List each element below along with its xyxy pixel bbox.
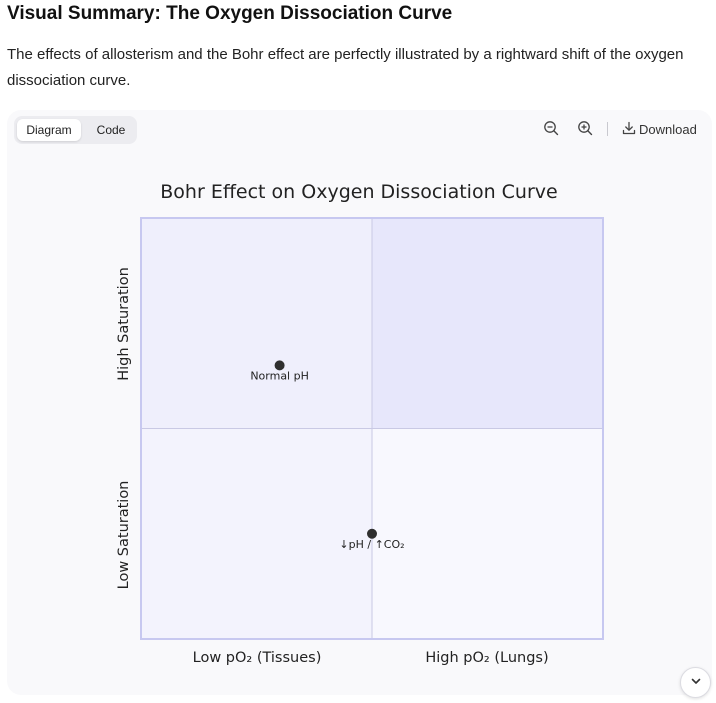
download-icon — [622, 121, 636, 138]
chevron-down-icon — [690, 674, 702, 692]
view-toggle: Diagram Code — [14, 116, 137, 144]
y-axis-low-label: Low Saturation — [116, 481, 132, 590]
quadrant-lower-left — [141, 428, 372, 639]
data-point-label-2: ↓pH / ↑CO₂ — [339, 538, 404, 551]
intro-paragraph: The effects of allosterism and the Bohr … — [7, 46, 684, 89]
diagram-card: Diagram Code Download Bohr Effect on Ox — [7, 110, 712, 695]
page-heading: Visual Summary: The Oxygen Dissociation … — [7, 3, 453, 24]
x-axis-low-label: Low pO₂ (Tissues) — [193, 650, 322, 666]
zoom-out-icon[interactable] — [543, 120, 559, 141]
x-axis-high-label: High pO₂ (Lungs) — [425, 650, 548, 666]
quadrant-upper-right — [372, 218, 603, 429]
quadrant-lower-right — [372, 428, 603, 639]
download-label: Download — [639, 121, 697, 137]
data-point-label-1: Normal pH — [250, 369, 309, 382]
plot-border — [140, 217, 604, 640]
chart-title: Bohr Effect on Oxygen Dissociation Curve — [160, 181, 557, 203]
y-axis-high-label: High Saturation — [116, 267, 132, 381]
download-button[interactable]: Download — [622, 120, 697, 138]
quadrant-upper-left — [141, 218, 372, 429]
data-point-2 — [367, 528, 377, 539]
scroll-down-button[interactable] — [680, 667, 711, 698]
data-point-1 — [274, 360, 285, 371]
toolbar-divider — [607, 122, 608, 136]
tab-code[interactable]: Code — [96, 123, 126, 137]
bohr-effect-chart: Bohr Effect on Oxygen Dissociation Curve… — [116, 181, 604, 666]
points-layer: Normal pH ↓pH / ↑CO₂ — [250, 360, 405, 551]
zoom-in-icon[interactable] — [577, 120, 593, 141]
tab-diagram[interactable]: Diagram — [17, 119, 81, 141]
